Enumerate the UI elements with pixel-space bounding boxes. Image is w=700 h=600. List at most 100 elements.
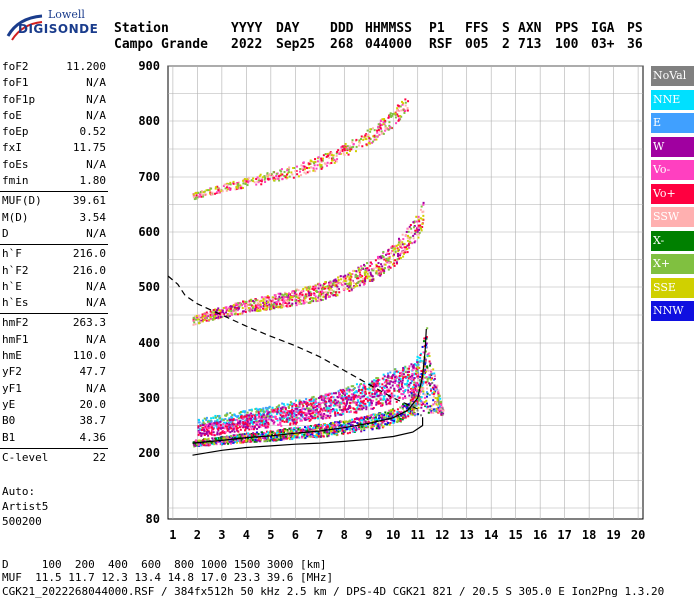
o-trace-point xyxy=(212,439,215,442)
spread-w-point xyxy=(284,408,287,411)
echo-3hop-point xyxy=(355,138,358,141)
spread-w-point xyxy=(289,422,292,425)
o-trace-point xyxy=(243,435,246,438)
spread-w-point xyxy=(358,395,361,398)
spread-w-point xyxy=(385,386,388,389)
echo-2hop-point xyxy=(344,280,347,283)
echo-2hop-point xyxy=(415,220,418,223)
echo-3hop-point xyxy=(400,115,403,118)
echo-3hop-point xyxy=(360,135,363,138)
spread-nne-point xyxy=(259,418,262,421)
echo-2hop-point xyxy=(300,289,303,292)
echo-2hop-point xyxy=(359,276,362,279)
spread-w-point xyxy=(236,423,239,426)
echo-3hop-point xyxy=(301,167,304,170)
spread-nne-point xyxy=(259,413,262,416)
spread-w-point xyxy=(401,379,404,382)
o-trace-point xyxy=(236,435,239,438)
spread-w-point xyxy=(346,400,349,403)
o-trace-point xyxy=(252,432,255,435)
spread-w-point xyxy=(200,434,203,437)
echo-2hop-point xyxy=(312,285,315,288)
echo-2hop-point xyxy=(375,263,378,266)
spread-w-point xyxy=(233,423,236,426)
echo-2hop-point xyxy=(379,255,382,258)
echo-2hop-point xyxy=(349,274,352,277)
echo-2hop-point xyxy=(199,318,202,321)
o-trace-point xyxy=(373,413,376,416)
echo-2hop-point xyxy=(404,246,407,249)
echo-3hop-point xyxy=(247,181,250,184)
echo-2hop-point xyxy=(319,297,322,300)
spread-w-point xyxy=(267,418,270,421)
cusp-spread-point xyxy=(430,373,433,376)
y-tick-label: 700 xyxy=(138,170,160,184)
o-trace-point xyxy=(192,443,195,446)
echo-2hop-point xyxy=(337,279,340,282)
o-trace-point xyxy=(282,430,285,433)
echo-2hop-point xyxy=(305,295,308,298)
cusp-spread-point xyxy=(417,406,420,409)
cusp-spread-point xyxy=(437,400,440,403)
echo-3hop-point xyxy=(237,184,240,187)
echo-3hop-point xyxy=(291,173,294,176)
echo-2hop-point xyxy=(388,265,391,268)
param-row-group2-2: D N/A xyxy=(0,227,108,243)
spread-w-point xyxy=(360,404,363,407)
echo-3hop-point xyxy=(283,170,286,173)
o-trace-point xyxy=(400,414,403,417)
spread-w-point xyxy=(387,374,390,377)
echo-2hop-point xyxy=(347,286,350,289)
spread-nne-point xyxy=(345,392,348,395)
echo-3hop-point xyxy=(228,186,231,189)
o-trace-point xyxy=(359,420,362,423)
echo-2hop-point xyxy=(248,309,251,312)
cusp-spread-point xyxy=(431,377,434,380)
o-trace-point xyxy=(293,435,296,438)
o-trace-point xyxy=(284,435,287,438)
spread-w-point xyxy=(361,408,364,411)
spread-nne-point xyxy=(282,403,285,406)
spread-w-point xyxy=(312,406,315,409)
spread-w-point xyxy=(285,420,288,423)
spread-w-point xyxy=(415,389,418,392)
echo-2hop-point xyxy=(290,304,293,307)
spread-nne-point xyxy=(341,396,344,399)
spread-w-point xyxy=(306,401,309,404)
echo-2hop-point xyxy=(303,297,306,300)
spread-w-point xyxy=(311,417,314,420)
spread-w-point xyxy=(279,421,282,424)
o-trace-point xyxy=(196,443,199,446)
o-trace-point xyxy=(339,424,342,427)
o-trace-point xyxy=(330,429,333,432)
spread-nne-point xyxy=(360,382,363,385)
cusp-spread-point xyxy=(428,360,431,363)
spread-w-point xyxy=(232,426,235,429)
echo-2hop-point xyxy=(382,256,385,259)
echo-3hop-point xyxy=(209,192,212,195)
spread-nne-point xyxy=(198,428,201,431)
o-trace-point xyxy=(276,431,279,434)
cusp-spread-point xyxy=(422,390,425,393)
cusp-spread-point xyxy=(421,381,424,384)
o-trace-point xyxy=(288,433,291,436)
o-trace-point xyxy=(242,441,245,444)
o-trace-point xyxy=(401,416,404,419)
o-trace-point xyxy=(314,424,317,427)
spread-nne-point xyxy=(404,371,407,374)
echo-2hop-point xyxy=(403,249,406,252)
spread-nne-point xyxy=(362,403,365,406)
echo-2hop-point xyxy=(362,283,365,286)
echo-2hop-point xyxy=(324,291,327,294)
spread-w-point xyxy=(311,410,314,413)
spread-w-point xyxy=(315,410,318,413)
echo-2hop-point xyxy=(408,238,411,241)
echo-2hop-point xyxy=(254,298,257,301)
spread-w-point xyxy=(404,395,407,398)
echo-2hop-point xyxy=(318,299,321,302)
echo-2hop-point xyxy=(294,298,297,301)
echo-2hop-point xyxy=(391,249,394,252)
spread-w-point xyxy=(258,414,261,417)
cusp-spread-point xyxy=(426,402,429,405)
echo-2hop-point xyxy=(299,296,302,299)
